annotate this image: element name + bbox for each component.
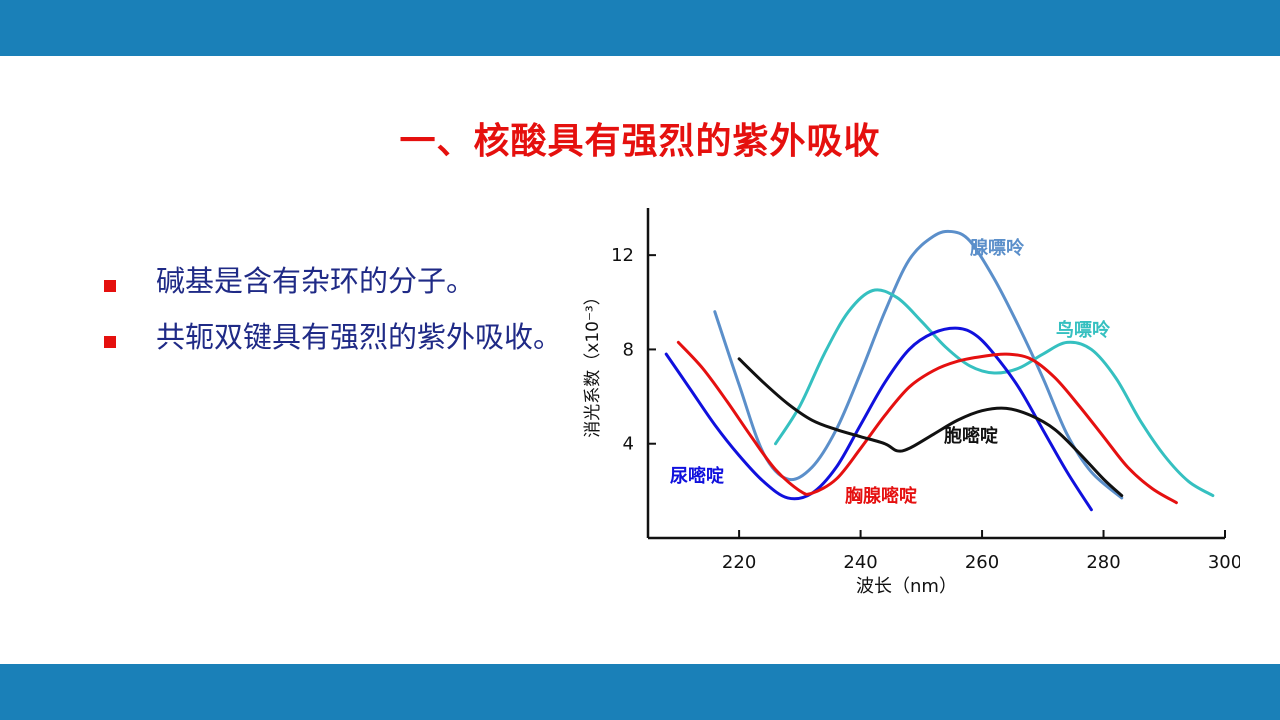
x-tick-label: 240	[843, 552, 877, 573]
bottom-banner	[0, 664, 1280, 720]
top-banner	[0, 0, 1280, 56]
bullet-text: 碱基是含有杂环的分子。	[156, 264, 476, 298]
square-bullet-icon	[104, 336, 116, 348]
bullet-item: 共轭双键具有强烈的紫外吸收。	[100, 314, 570, 360]
series-label: 胞嘧啶	[944, 425, 998, 447]
series-line	[676, 340, 1178, 505]
y-axis-label: 消光系数（x10⁻³）	[583, 288, 603, 437]
square-bullet-icon	[104, 280, 116, 292]
series-label: 尿嘧啶	[670, 465, 724, 487]
x-axis-label: 波长（nm）	[856, 576, 957, 597]
bullet-list: 碱基是含有杂环的分子。 共轭双键具有强烈的紫外吸收。	[100, 258, 570, 370]
slide-title: 一、核酸具有强烈的紫外吸收	[399, 121, 881, 162]
series-line	[737, 357, 1124, 498]
series-label: 胸腺嘧啶	[845, 485, 917, 507]
series-line	[713, 229, 1124, 500]
y-tick-label: 12	[611, 245, 634, 266]
y-tick-label: 4	[623, 434, 634, 455]
x-tick-label: 260	[965, 552, 999, 573]
x-tick-label: 300	[1208, 552, 1240, 573]
series-line	[774, 288, 1215, 498]
bullet-text: 共轭双键具有强烈的紫外吸收。	[156, 320, 563, 354]
x-tick-label: 220	[722, 552, 756, 573]
x-tick-label: 280	[1086, 552, 1120, 573]
series-line	[664, 326, 1093, 512]
bullet-item: 碱基是含有杂环的分子。	[100, 258, 570, 304]
series-label: 鸟嘌呤	[1056, 319, 1111, 341]
absorption-spectrum-chart: 220 240 260 280 300 4 8 12 波长（nm） 消光系数（x10⁻³） 腺嘌呤鸟…	[583, 208, 1240, 597]
series-label: 腺嘌呤	[970, 237, 1025, 259]
y-tick-label: 8	[623, 339, 634, 360]
